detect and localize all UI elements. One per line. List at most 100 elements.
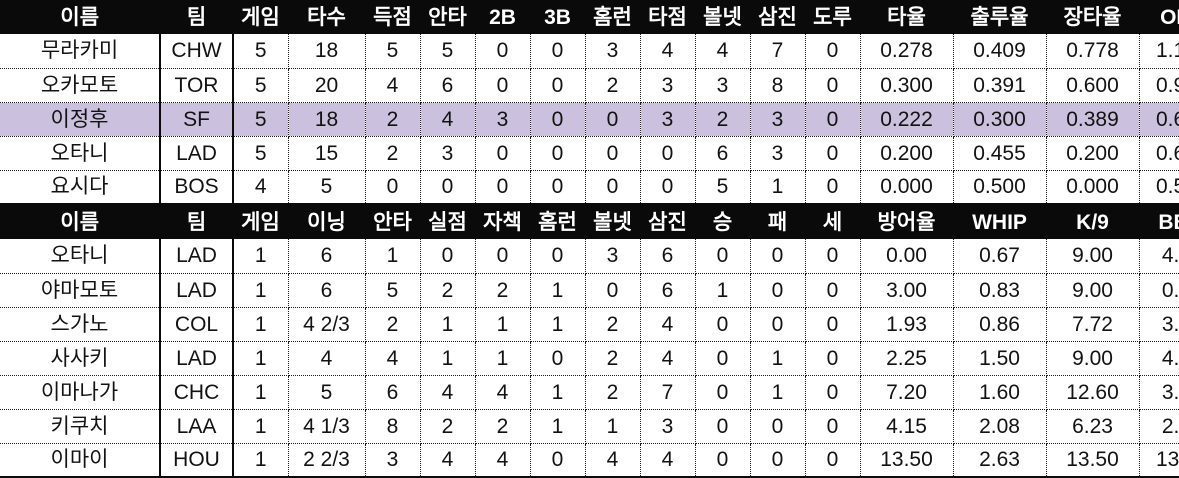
player-name-cell: 요시다 — [0, 170, 161, 205]
stat-cell: 13.50 — [1139, 443, 1179, 478]
stat-cell: 1 — [530, 409, 586, 444]
stat-cell: 4 — [640, 341, 696, 376]
batting-col-header-steals: 도루 — [805, 0, 861, 34]
stat-cell: 4 — [640, 34, 696, 69]
stat-cell: 5 — [695, 170, 751, 205]
pitching-stats-table: 이름 팀 게임 이닝 안타 실점 자책 홈런 볼넷 삼진 승 패 세 방어율 W… — [0, 205, 1179, 478]
pitching-table-body: 오타니 LAD 1 6 1 0 0 0 3 6 0 0 0 0.00 0.67 … — [0, 239, 1179, 478]
team-cell: BOS — [160, 170, 234, 205]
player-name-cell: 키쿠치 — [0, 409, 161, 444]
stat-cell: 3 — [420, 136, 476, 171]
batting-col-header-doubles: 2B — [475, 0, 531, 34]
team-cell: LAD — [160, 273, 234, 308]
stat-cell: 7 — [640, 375, 696, 410]
batting-col-header-homeruns: 홈런 — [585, 0, 641, 34]
batting-col-header-ops: OPS — [1139, 0, 1179, 34]
stat-cell: 7.20 — [860, 375, 954, 410]
stat-cell: 3.60 — [1139, 375, 1179, 410]
stat-cell: 0.200 — [860, 136, 954, 171]
stat-cell: 0 — [695, 239, 751, 274]
player-name-cell: 오타니 — [0, 136, 161, 171]
stat-cell: 0.86 — [953, 307, 1047, 342]
stat-cell: 6 — [288, 273, 366, 308]
stat-cell: 0.83 — [953, 273, 1047, 308]
stat-cell: 3 — [750, 102, 806, 137]
batting-col-header-hits: 안타 — [420, 0, 476, 34]
stat-cell: 4 — [695, 34, 751, 69]
team-cell: LAD — [160, 136, 234, 171]
stat-cell: 7.72 — [1046, 307, 1140, 342]
stat-cell: 0.278 — [860, 34, 954, 69]
stat-cell: 2.63 — [953, 443, 1047, 478]
team-cell: LAD — [160, 341, 234, 376]
stat-cell: 5 — [233, 102, 289, 137]
stat-cell: 1.93 — [860, 307, 954, 342]
pitching-col-header-games: 게임 — [233, 205, 289, 239]
stat-cell: 0 — [750, 273, 806, 308]
stat-cell: 3 — [640, 409, 696, 444]
stat-cell: 1 — [695, 273, 751, 308]
stat-cell: 6 — [365, 375, 421, 410]
stat-cell: 3 — [475, 102, 531, 137]
stat-cell: 0 — [695, 409, 751, 444]
stat-cell: 2 — [695, 102, 751, 137]
stat-cell: 18 — [288, 102, 366, 137]
batting-col-header-team: 팀 — [160, 0, 234, 34]
stat-cell: 1 — [530, 307, 586, 342]
stat-cell: 0 — [640, 136, 696, 171]
stat-cell: 4 — [585, 443, 641, 478]
stat-cell: 5 — [233, 34, 289, 69]
table-row: 오카모토 TOR 5 20 4 6 0 0 2 3 3 8 0 0.300 0.… — [0, 68, 1179, 103]
pitching-col-header-name: 이름 — [0, 205, 161, 239]
stat-cell: 0 — [365, 170, 421, 205]
stat-cell: 5 — [365, 34, 421, 69]
stat-cell: 0.000 — [860, 170, 954, 205]
table-row: 야마모토 LAD 1 6 5 2 2 1 0 6 1 0 0 3.00 0.83… — [0, 273, 1179, 308]
stat-cell: 3 — [365, 443, 421, 478]
stat-cell: 9.00 — [1046, 239, 1140, 274]
player-name-cell: 사사키 — [0, 341, 161, 376]
pitching-col-header-team: 팀 — [160, 205, 234, 239]
stat-cell: 3 — [640, 102, 696, 137]
stat-cell: 0 — [805, 443, 861, 478]
pitching-col-header-innings: 이닝 — [288, 205, 366, 239]
stat-cell: 0 — [585, 102, 641, 137]
stat-cell: 0 — [805, 307, 861, 342]
player-name-cell: 이정후 — [0, 102, 161, 137]
stat-cell: 4 — [420, 375, 476, 410]
stat-cell: 0 — [530, 136, 586, 171]
stat-cell: 1 — [750, 170, 806, 205]
stat-cell: 4 — [640, 307, 696, 342]
stat-cell: 12.60 — [1046, 375, 1140, 410]
stat-cell: 5 — [365, 273, 421, 308]
pitching-col-header-earnedruns: 자책 — [475, 205, 531, 239]
stat-cell: 1 — [233, 239, 289, 274]
stat-cell: 0 — [585, 273, 641, 308]
stat-cell: 1 — [233, 273, 289, 308]
stat-cell: 0 — [640, 170, 696, 205]
team-cell: COL — [160, 307, 234, 342]
stat-cell: 5 — [233, 68, 289, 103]
stat-cell: 1 — [420, 307, 476, 342]
stat-cell: 9.00 — [1046, 273, 1140, 308]
batting-table-header: 이름 팀 게임 타수 득점 안타 2B 3B 홈런 타점 볼넷 삼진 도루 타율… — [0, 0, 1179, 34]
batting-col-header-games: 게임 — [233, 0, 289, 34]
stat-cell: 1 — [530, 375, 586, 410]
stat-cell: 3 — [750, 136, 806, 171]
stat-cell: 0.000 — [1046, 170, 1140, 205]
stat-cell: 0 — [530, 68, 586, 103]
stat-cell: 0 — [475, 239, 531, 274]
stat-cell: 5 — [420, 34, 476, 69]
batting-col-header-walks: 볼넷 — [695, 0, 751, 34]
stat-cell: 0.500 — [953, 170, 1047, 205]
player-name-cell: 무라카미 — [0, 34, 161, 69]
batting-stats-table: 이름 팀 게임 타수 득점 안타 2B 3B 홈런 타점 볼넷 삼진 도루 타율… — [0, 0, 1179, 205]
pitching-col-header-hits: 안타 — [365, 205, 421, 239]
team-cell: SF — [160, 102, 234, 137]
stat-cell: 2 — [365, 307, 421, 342]
stat-cell: 2 — [365, 102, 421, 137]
stat-cell: 3.00 — [860, 273, 954, 308]
stat-cell: 2.08 — [953, 409, 1047, 444]
team-cell: CHW — [160, 34, 234, 69]
